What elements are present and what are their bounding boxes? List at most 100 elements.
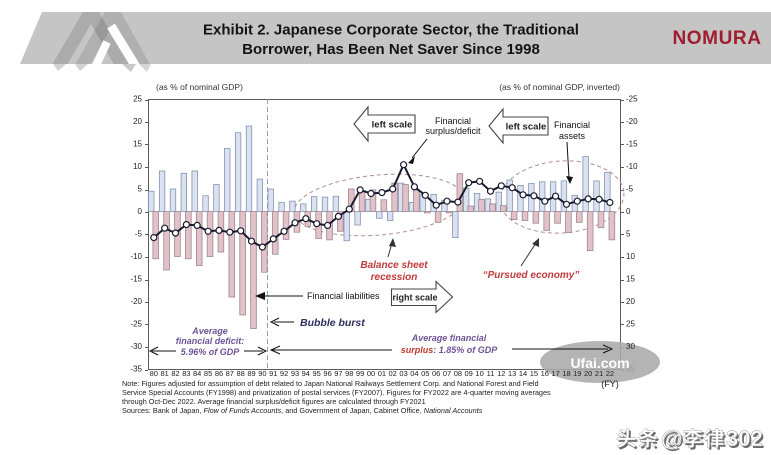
- svg-text:88: 88: [237, 369, 245, 378]
- svg-text:11: 11: [487, 369, 495, 378]
- svg-text:Average: Average: [191, 326, 228, 336]
- svg-text:right scale: right scale: [392, 293, 437, 303]
- svg-text:-5: -5: [626, 185, 634, 194]
- svg-text:99: 99: [356, 369, 364, 378]
- svg-text:81: 81: [161, 369, 169, 378]
- svg-text:25: 25: [626, 320, 635, 329]
- svg-text:(as % of nominal GDP, inverted: (as % of nominal GDP, inverted): [499, 82, 620, 92]
- svg-text:05: 05: [421, 369, 429, 378]
- svg-text:-10: -10: [626, 162, 638, 171]
- svg-text:12: 12: [497, 369, 505, 378]
- svg-text:-15: -15: [130, 275, 142, 284]
- svg-text:Average financial: Average financial: [411, 333, 487, 343]
- svg-text:financial deficit:: financial deficit:: [176, 336, 245, 346]
- svg-text:97: 97: [334, 369, 342, 378]
- svg-text:10: 10: [133, 162, 142, 171]
- svg-text:25: 25: [133, 95, 142, 104]
- svg-text:82: 82: [171, 369, 179, 378]
- svg-text:15: 15: [133, 140, 142, 149]
- svg-text:left scale: left scale: [506, 122, 547, 133]
- svg-text:14: 14: [519, 369, 527, 378]
- svg-text:Bubble burst: Bubble burst: [300, 317, 365, 329]
- svg-text:90: 90: [258, 369, 266, 378]
- svg-text:09: 09: [465, 369, 473, 378]
- svg-text:86: 86: [215, 369, 223, 378]
- svg-text:Financial: Financial: [554, 120, 590, 130]
- svg-text:-25: -25: [626, 95, 638, 104]
- svg-text:20: 20: [626, 297, 635, 306]
- svg-text:80: 80: [150, 369, 158, 378]
- svg-text:recession: recession: [371, 272, 418, 283]
- svg-text:through Oct-Dec 2022. Average: through Oct-Dec 2022. Average financial …: [122, 397, 426, 406]
- svg-text:08: 08: [454, 369, 462, 378]
- svg-text:19: 19: [573, 369, 581, 378]
- svg-text:-5: -5: [135, 230, 143, 239]
- svg-text:(as % of nominal GDP): (as % of nominal GDP): [156, 82, 243, 92]
- svg-text:21: 21: [595, 369, 603, 378]
- svg-text:96: 96: [323, 369, 331, 378]
- svg-text:89: 89: [247, 369, 255, 378]
- svg-text:20: 20: [584, 369, 592, 378]
- svg-text:20: 20: [133, 117, 142, 126]
- svg-text:15: 15: [626, 275, 635, 284]
- svg-text:87: 87: [226, 369, 234, 378]
- svg-text:Balance sheet: Balance sheet: [360, 260, 428, 271]
- svg-text:-20: -20: [626, 117, 638, 126]
- svg-text:95: 95: [313, 369, 321, 378]
- svg-text:Service Special Accounts (FY19: Service Special Accounts (FY1998) and pr…: [122, 388, 551, 397]
- svg-text:93: 93: [291, 369, 299, 378]
- svg-text:5: 5: [138, 185, 143, 194]
- svg-text:surplus: 1.85% of GDP: surplus: 1.85% of GDP: [401, 345, 499, 355]
- svg-text:02: 02: [389, 369, 397, 378]
- svg-text:Financial: Financial: [435, 116, 471, 126]
- svg-text:01: 01: [378, 369, 386, 378]
- svg-text:0: 0: [626, 207, 631, 216]
- svg-text:15: 15: [530, 369, 538, 378]
- svg-text:83: 83: [182, 369, 190, 378]
- svg-text:Ufai.com: Ufai.com: [570, 355, 629, 371]
- svg-text:98: 98: [345, 369, 353, 378]
- svg-text:302: 302: [726, 426, 763, 451]
- svg-text:13: 13: [508, 369, 516, 378]
- svg-text:07: 07: [443, 369, 451, 378]
- svg-text:22: 22: [606, 369, 614, 378]
- svg-text:(FY): (FY): [601, 379, 619, 389]
- svg-text:5: 5: [626, 230, 631, 239]
- svg-text:Financial liabilities: Financial liabilities: [307, 291, 380, 301]
- svg-text:-25: -25: [130, 320, 142, 329]
- svg-text:“Pursued economy”: “Pursued economy”: [483, 270, 580, 281]
- svg-text:00: 00: [367, 369, 375, 378]
- svg-text:-35: -35: [130, 365, 142, 374]
- svg-text:Sources: Bank of Japan, Flow o: Sources: Bank of Japan, Flow of Funds Ac…: [122, 406, 483, 415]
- svg-text:06: 06: [432, 369, 440, 378]
- svg-text:10: 10: [475, 369, 483, 378]
- svg-text:10: 10: [626, 252, 635, 261]
- svg-text:-20: -20: [130, 297, 142, 306]
- svg-text:-30: -30: [130, 342, 142, 351]
- svg-text:04: 04: [410, 369, 418, 378]
- svg-text:-10: -10: [130, 252, 142, 261]
- svg-text:-15: -15: [626, 140, 638, 149]
- svg-text:92: 92: [280, 369, 288, 378]
- svg-text:18: 18: [562, 369, 570, 378]
- svg-text:302: 302: [728, 428, 765, 453]
- svg-text:91: 91: [269, 369, 277, 378]
- svg-text:Exhibit 2. Japanese Corporate: Exhibit 2. Japanese Corporate Sector, th…: [203, 22, 579, 39]
- svg-text:03: 03: [399, 369, 407, 378]
- svg-text:surplus/deficit: surplus/deficit: [425, 126, 481, 136]
- svg-text:Borrower, Has Been Net Saver S: Borrower, Has Been Net Saver Since 1998: [242, 41, 540, 58]
- svg-text:assets: assets: [559, 131, 586, 141]
- svg-text:Note: Figures adjusted for ass: Note: Figures adjusted for assumption of…: [122, 379, 539, 388]
- svg-text:16: 16: [541, 369, 549, 378]
- svg-text:84: 84: [193, 369, 201, 378]
- svg-text:0: 0: [138, 207, 143, 216]
- svg-text:NOMURA: NOMURA: [672, 28, 761, 49]
- svg-text:85: 85: [204, 369, 212, 378]
- svg-text:@: @: [661, 426, 682, 451]
- svg-text:94: 94: [302, 369, 310, 378]
- svg-text:5.96% of GDP: 5.96% of GDP: [181, 347, 241, 357]
- svg-text:left scale: left scale: [372, 120, 413, 131]
- svg-text:17: 17: [551, 369, 559, 378]
- svg-text:@: @: [663, 428, 684, 453]
- svg-text:30: 30: [626, 342, 635, 351]
